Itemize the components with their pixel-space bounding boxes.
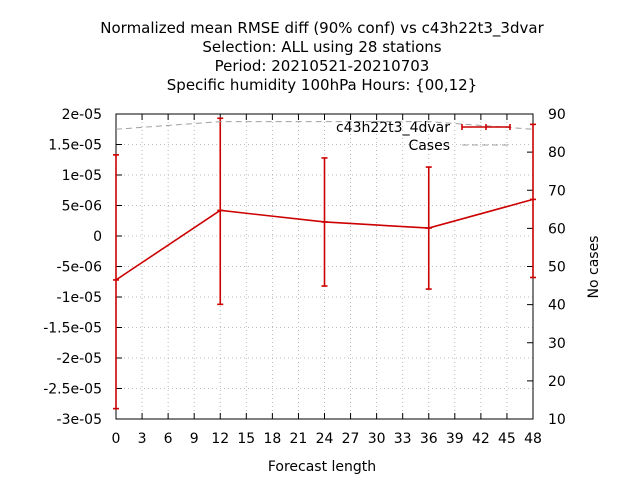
y-tick-label: -2.5e-05	[43, 382, 102, 398]
x-tick-label: 24	[316, 431, 334, 447]
y-tick-label: -5e-06	[57, 260, 103, 276]
x-tick-label: 48	[524, 431, 542, 447]
y-tick-label: -2e-05	[57, 351, 102, 367]
x-tick-label: 30	[368, 431, 386, 447]
x-tick-label: 42	[472, 431, 490, 447]
series-layer	[113, 117, 536, 410]
x-tick-label: 12	[211, 431, 229, 447]
y-axis-ticks: 2e-05 1.5e-05 1e-05 5e-06 0 -5e-06 -1e-05 -1.5e…	[43, 107, 122, 428]
x-tick-label: 9	[190, 431, 199, 447]
y2-tick-label: 90	[548, 107, 566, 123]
y2-tick-label: 70	[548, 183, 566, 199]
x-tick-label: 0	[112, 431, 121, 447]
chart-title: Normalized mean RMSE diff (90% conf) vs …	[100, 19, 544, 94]
y2-tick-label: 10	[548, 412, 566, 428]
x-tick-label: 45	[498, 431, 516, 447]
x-tick-label: 39	[446, 431, 464, 447]
y-tick-label: -3e-05	[57, 412, 102, 428]
y-tick-label: 2e-05	[62, 107, 102, 123]
x-tick-label: 15	[237, 431, 255, 447]
y2-axis-label: No cases	[586, 236, 602, 299]
x-tick-label: 36	[420, 431, 438, 447]
y2-axis-ticks: 90 80 70 60 50 40 30 20 10	[527, 107, 566, 428]
x-tick-label: 6	[164, 431, 173, 447]
x-axis-ticks: 0 3 6 9 12 15 18 21 24 27 30 33 36 39 42 45 48	[112, 114, 542, 447]
y-tick-label: 1.5e-05	[48, 138, 102, 154]
legend: c43h22t3_4dvar Cases	[336, 120, 511, 154]
chart-title-line-3: Period: 20210521-20210703	[215, 57, 430, 75]
x-tick-label: 18	[263, 431, 281, 447]
x-tick-label: 27	[342, 431, 360, 447]
y2-tick-label: 20	[548, 374, 566, 390]
y2-tick-label: 50	[548, 260, 566, 276]
y2-tick-label: 60	[548, 221, 566, 237]
chart-title-line-2: Selection: ALL using 28 stations	[202, 38, 441, 56]
chart-title-line-4: Specific humidity 100hPa Hours: {00,12}	[167, 76, 477, 94]
y2-tick-label: 40	[548, 298, 566, 314]
y-tick-label: -1e-05	[57, 290, 102, 306]
y-tick-label: 1e-05	[62, 168, 102, 184]
y-tick-label: -1.5e-05	[43, 321, 102, 337]
x-tick-label: 3	[138, 431, 147, 447]
x-axis-label: Forecast length	[268, 459, 376, 475]
y-tick-label: 5e-06	[62, 199, 102, 215]
y2-tick-label: 30	[548, 336, 566, 352]
x-tick-label: 21	[290, 431, 308, 447]
chart-title-line-1: Normalized mean RMSE diff (90% conf) vs …	[100, 19, 544, 38]
legend-label: c43h22t3_4dvar	[336, 120, 450, 136]
y2-tick-label: 80	[548, 145, 566, 161]
legend-label: Cases	[408, 138, 450, 154]
y-tick-label: 0	[93, 229, 102, 245]
x-tick-label: 33	[394, 431, 412, 447]
